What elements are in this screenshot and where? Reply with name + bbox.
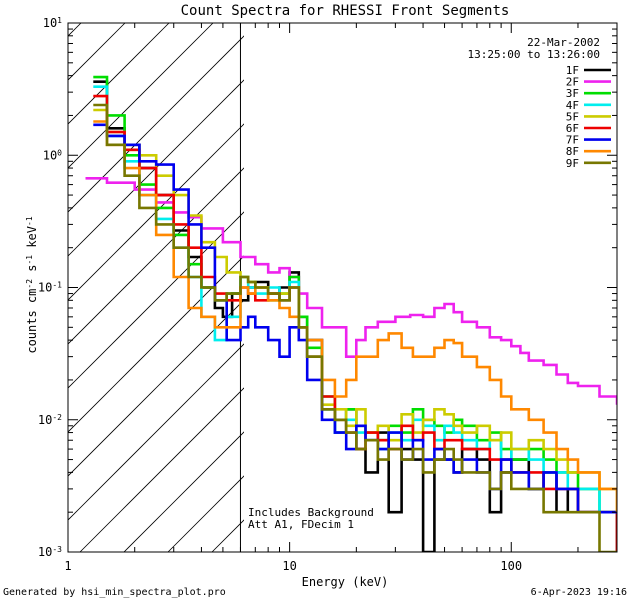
hatch-line xyxy=(68,123,244,301)
series-line-4F xyxy=(93,85,617,514)
legend-label-4F: 4F xyxy=(566,99,579,112)
hatch-line xyxy=(68,299,244,477)
legend-label-2F: 2F xyxy=(566,76,579,89)
series-line-8F xyxy=(93,120,617,513)
hatch-line xyxy=(123,431,244,552)
y-tick-base: 10 xyxy=(38,281,52,295)
series-group xyxy=(85,75,617,552)
series-line-2F xyxy=(85,177,617,405)
legend-label-1F: 1F xyxy=(566,64,579,77)
legend-label-8F: 8F xyxy=(566,145,579,158)
y-axis-label: counts cm-2 s-1 keV-1 xyxy=(25,216,40,353)
time-range-label: 13:25:00 to 13:26:00 xyxy=(468,48,600,61)
y-tick-base: 10 xyxy=(38,413,52,427)
x-tick-label: 10 xyxy=(282,559,296,573)
y-tick-label: 10-2 xyxy=(38,412,62,427)
y-tick-label: 101 xyxy=(43,16,62,31)
hatch-line xyxy=(79,387,244,552)
hatch-line xyxy=(68,23,170,125)
y-tick-label: 10-1 xyxy=(38,280,62,295)
legend-label-3F: 3F xyxy=(566,87,579,100)
hatch-line xyxy=(68,167,244,345)
x-tick-label: 1 xyxy=(64,559,71,573)
footer-generated-by: Generated by hsi_min_spectra_plot.pro xyxy=(3,587,226,598)
axis-ticks xyxy=(67,23,618,553)
y-tick-exponent: -2 xyxy=(52,412,62,421)
y-tick-label: 10-3 xyxy=(38,545,62,560)
annotation-attenuator: Att A1, FDecim 1 xyxy=(248,518,354,531)
date-label: 22-Mar-2002 xyxy=(527,36,600,49)
footer-timestamp: 6-Apr-2023 19:16 xyxy=(531,587,627,598)
x-tick-label: 100 xyxy=(500,559,522,573)
legend-label-9F: 9F xyxy=(566,157,579,170)
x-axis-label: Energy (keV) xyxy=(302,575,389,589)
y-tick-exponent: 1 xyxy=(57,16,62,25)
y-tick-exponent: -1 xyxy=(52,280,62,289)
chart-title: Count Spectra for RHESSI Front Segments xyxy=(181,3,510,19)
hatch-line xyxy=(68,343,244,521)
y-tick-base: 10 xyxy=(38,545,52,559)
series-line-7F xyxy=(93,123,617,514)
series-line-9F xyxy=(93,103,617,552)
y-tick-base: 10 xyxy=(43,148,57,162)
legend-label-6F: 6F xyxy=(566,122,579,135)
legend-label-7F: 7F xyxy=(566,134,579,147)
y-tick-base: 10 xyxy=(43,16,57,30)
y-tick-exponent: 0 xyxy=(57,148,62,157)
series-line-5F xyxy=(93,108,617,513)
hatch-line xyxy=(68,35,244,213)
y-tick-label: 100 xyxy=(43,148,62,163)
annotation-background: Includes Background xyxy=(248,506,374,519)
y-tick-exponent: -3 xyxy=(52,545,62,554)
hatch-line xyxy=(68,79,244,257)
hatch-line xyxy=(68,23,214,169)
hatch-line xyxy=(68,211,244,389)
x-tick-labels: 1 10 100 xyxy=(64,559,522,573)
legend-label-5F: 5F xyxy=(566,110,579,123)
